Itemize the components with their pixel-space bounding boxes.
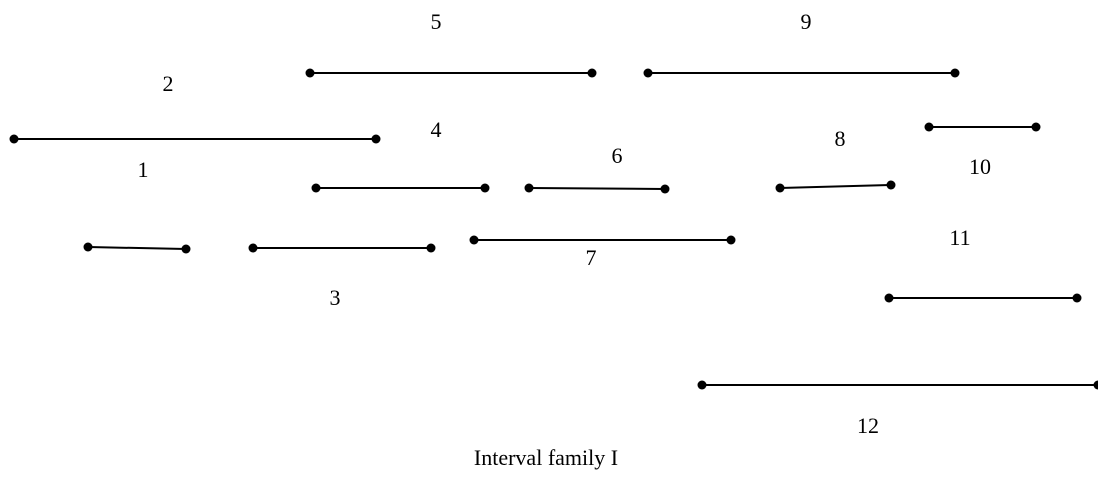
interval-end-dot (371, 134, 381, 144)
interval-label: 9 (801, 9, 812, 34)
interval-start-dot (643, 68, 653, 78)
segments-layer (9, 68, 1098, 390)
interval-end-dot (587, 68, 597, 78)
interval-label: 5 (431, 9, 442, 34)
interval-start-dot (311, 183, 321, 193)
interval-5 (305, 68, 597, 78)
interval-line (87, 246, 187, 250)
interval-end-dot (950, 68, 960, 78)
interval-label: 8 (835, 126, 846, 151)
interval-11 (884, 293, 1082, 303)
interval-end-dot (1031, 122, 1041, 132)
interval-start-dot (305, 68, 315, 78)
interval-label: 1 (138, 157, 149, 182)
interval-start-dot (83, 242, 93, 252)
interval-3 (248, 243, 436, 253)
interval-end-dot (660, 184, 670, 194)
interval-end-dot (1072, 293, 1082, 303)
interval-end-dot (181, 244, 191, 254)
interval-start-dot (924, 122, 934, 132)
interval-end-dot (426, 243, 436, 253)
interval-start-dot (469, 235, 479, 245)
interval-end-dot (726, 235, 736, 245)
interval-6 (524, 183, 670, 194)
interval-start-dot (248, 243, 258, 253)
interval-line (779, 184, 892, 189)
interval-label: 4 (431, 117, 442, 142)
interval-9 (643, 68, 960, 78)
interval-7 (469, 235, 736, 245)
interval-end-dot (480, 183, 490, 193)
interval-label: 3 (330, 285, 341, 310)
interval-start-dot (775, 183, 785, 193)
interval-12 (697, 380, 1098, 390)
interval-start-dot (9, 134, 19, 144)
interval-8 (775, 180, 896, 193)
interval-label: 2 (163, 71, 174, 96)
interval-10 (924, 122, 1041, 132)
interval-start-dot (884, 293, 894, 303)
interval-start-dot (524, 183, 534, 193)
interval-label: 12 (857, 413, 879, 438)
interval-end-dot (1093, 380, 1098, 390)
interval-line (528, 187, 666, 190)
interval-label: 6 (612, 143, 623, 168)
interval-1 (9, 134, 381, 144)
interval-label: 7 (586, 245, 597, 270)
interval-4 (311, 183, 490, 193)
interval-label: 10 (969, 154, 991, 179)
diagram-caption: Interval family I (474, 445, 618, 470)
interval-label: 11 (949, 225, 970, 250)
interval-2 (83, 242, 191, 254)
interval-start-dot (697, 380, 707, 390)
interval-end-dot (886, 180, 896, 190)
